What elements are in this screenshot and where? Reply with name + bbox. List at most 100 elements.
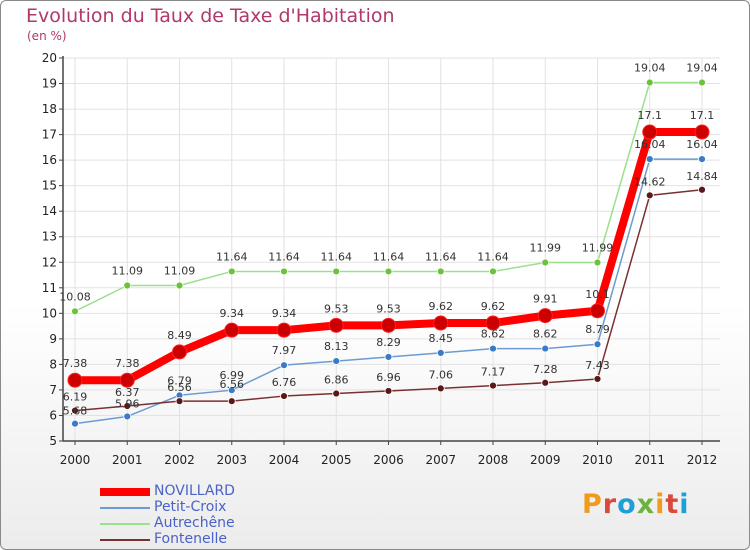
data-label: 8.49 [167,329,192,342]
legend-label: NOVILLARD [154,483,235,499]
data-point [175,281,184,290]
data-label: 19.04 [634,62,666,75]
data-label: 7.28 [533,363,558,376]
data-point [276,322,292,338]
data-point [433,315,449,331]
y-tick-label: 20 [42,51,57,65]
y-tick-label: 12 [42,255,57,269]
data-label: 11.64 [216,250,248,263]
proxiti-logo: Proxiti [582,489,690,520]
data-point [227,386,236,395]
data-label: 9.34 [272,307,297,320]
y-tick-label: 7 [49,383,57,397]
data-point [642,124,658,140]
data-label: 7.43 [585,359,610,372]
data-label: 6.56 [167,381,192,394]
data-point [123,281,132,290]
x-tick-label: 2011 [634,453,665,467]
data-point [436,267,445,276]
data-point [332,267,341,276]
data-point [541,258,550,267]
data-label: 11.64 [477,250,509,263]
data-point [381,317,396,333]
data-label: 7.38 [115,357,140,370]
data-label: 8.13 [324,340,349,353]
data-point [280,267,288,276]
data-point [280,392,288,400]
legend-swatch [100,507,150,509]
data-point [332,357,341,365]
data-label: 10.08 [59,290,91,303]
data-point [593,375,602,383]
data-point [698,155,706,164]
data-label: 8.62 [533,328,558,341]
x-tick-label: 2007 [425,453,456,467]
y-tick-label: 13 [42,230,57,244]
data-label: 5.68 [63,405,88,418]
data-label: 5.96 [115,397,140,410]
data-point [698,185,706,194]
chart-title: Evolution du Taux de Taxe d'Habitation [26,5,395,27]
data-label: 8.29 [376,336,401,349]
data-point [384,267,393,276]
legend-label: Petit-Croix [154,499,227,515]
data-point [489,381,497,390]
data-label: 14.62 [634,175,666,188]
y-tick-label: 17 [42,128,57,142]
legend-swatch [100,523,150,525]
y-tick-label: 18 [42,102,57,116]
legend-swatch [100,488,150,496]
x-tick-label: 2010 [582,453,613,467]
data-label: 11.09 [164,265,196,278]
data-point [67,372,83,388]
data-point [332,389,341,398]
y-tick-label: 9 [49,332,57,346]
data-point [698,78,706,87]
data-point [537,308,553,324]
data-point [645,155,654,164]
data-label: 16.04 [686,138,718,151]
data-label: 16.04 [634,138,666,151]
x-tick-label: 2009 [530,453,561,467]
y-tick-label: 10 [42,306,57,320]
data-point [227,267,236,276]
data-label: 11.64 [268,250,300,263]
legend-swatch [100,539,150,541]
data-label: 9.53 [376,302,401,315]
data-label: 14.84 [686,170,718,183]
data-point [71,419,79,428]
x-tick-label: 2008 [478,453,509,467]
data-label: 11.64 [425,250,457,263]
data-label: 11.64 [321,250,353,263]
data-label: 9.34 [220,307,245,320]
data-label: 7.06 [429,368,454,381]
data-label: 17.1 [690,109,715,122]
data-point [436,349,445,357]
y-tick-label: 6 [49,408,57,422]
data-point [485,315,501,331]
data-point [694,124,710,140]
x-tick-label: 2004 [269,453,300,467]
y-tick-label: 11 [42,281,57,295]
data-point [541,378,550,387]
data-point [71,406,79,415]
data-point [384,353,393,361]
data-label: 11.64 [373,250,405,263]
data-point [172,344,187,360]
data-label: 7.38 [63,357,88,370]
y-tick-label: 19 [42,77,57,91]
data-label: 6.79 [167,374,192,387]
data-label: 6.99 [220,369,245,382]
data-point [328,317,344,333]
data-point [541,344,550,353]
data-label: 6.56 [220,378,245,391]
x-tick-label: 2000 [60,453,91,467]
x-tick-label: 2003 [216,453,247,467]
data-point [645,78,654,87]
y-tick-label: 5 [49,434,57,448]
data-point [593,340,602,349]
y-tick-label: 15 [42,179,57,193]
data-label: 11.09 [112,265,144,278]
